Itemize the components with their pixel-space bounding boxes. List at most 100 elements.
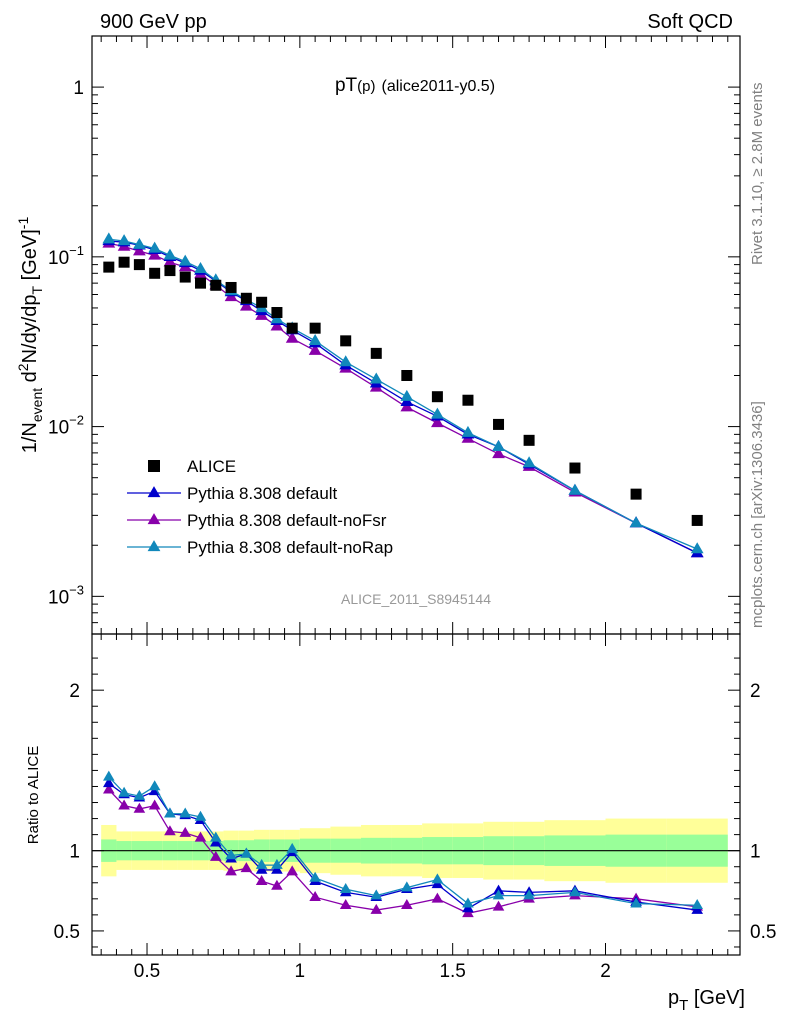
data-point bbox=[461, 425, 475, 437]
data-point bbox=[239, 299, 253, 311]
data-point bbox=[691, 514, 703, 526]
ratio-point bbox=[370, 889, 383, 900]
ratio-y-tick-label: 2 bbox=[69, 681, 80, 702]
ratio-point bbox=[462, 897, 474, 908]
data-point bbox=[630, 488, 642, 500]
xlabel: pT [GeV] bbox=[668, 987, 745, 1014]
data-point bbox=[568, 483, 582, 495]
ratio-point bbox=[401, 881, 413, 892]
ratio-point bbox=[194, 831, 207, 842]
data-point bbox=[629, 516, 643, 528]
ratio-y-tick-label-right: 1 bbox=[750, 842, 761, 863]
data-point bbox=[103, 261, 115, 273]
legend-marker-triangle bbox=[147, 513, 161, 525]
data-point bbox=[132, 244, 146, 256]
main-series-alice bbox=[103, 256, 703, 526]
ylabel-f: T bbox=[29, 285, 45, 294]
legend-label: Pythia 8.308 default bbox=[187, 484, 338, 503]
data-point bbox=[340, 335, 352, 347]
ratio-point bbox=[309, 871, 321, 882]
axis-ticks bbox=[92, 35, 740, 955]
main-title-tag: (alice2011-y0.5) bbox=[381, 78, 495, 95]
data-point bbox=[102, 232, 116, 244]
data-point bbox=[370, 347, 382, 359]
ratio-point bbox=[370, 903, 383, 914]
data-point bbox=[431, 391, 443, 403]
rivet-label: Rivet 3.1.10, ≥ 2.8M events bbox=[749, 83, 766, 266]
ratio-point bbox=[523, 889, 535, 900]
ylabel-e: N/dy/dp bbox=[19, 294, 41, 363]
y-tick-exponent: −3 bbox=[69, 582, 84, 597]
ratio-point bbox=[103, 783, 115, 794]
x-tick-label: 0.5 bbox=[134, 961, 160, 982]
ratio-y-tick-label-right: 0.5 bbox=[750, 922, 776, 943]
data-point bbox=[148, 248, 162, 260]
main-ylabel: 1/Nevent d2N/dy/dpT [GeV]-1 bbox=[15, 217, 45, 454]
ratio-point bbox=[255, 858, 268, 869]
ratio-point bbox=[240, 847, 253, 858]
legend-marker-triangle bbox=[147, 540, 161, 552]
y-tick-label: 10−1 bbox=[48, 243, 84, 269]
ratio-point bbox=[148, 780, 161, 791]
data-point bbox=[133, 259, 145, 271]
data-point bbox=[286, 322, 298, 334]
ylabel-c: d bbox=[19, 371, 41, 388]
ratio-point bbox=[103, 770, 115, 781]
data-point bbox=[163, 248, 177, 260]
ratio-point bbox=[339, 899, 352, 910]
y-tick-mantissa: 10 bbox=[48, 587, 69, 608]
ylabel-d: 2 bbox=[15, 363, 31, 371]
data-point bbox=[117, 234, 131, 246]
data-point bbox=[308, 343, 322, 355]
x-tick-label: 1 bbox=[295, 961, 306, 982]
y-tick-label: 10−2 bbox=[48, 413, 84, 439]
data-point bbox=[309, 322, 321, 334]
ratio-point bbox=[492, 889, 505, 900]
ratio-point bbox=[492, 900, 505, 911]
data-point bbox=[462, 394, 474, 406]
legend-marker-square bbox=[148, 460, 160, 472]
data-point bbox=[339, 355, 353, 367]
ratio-point bbox=[179, 807, 192, 818]
data-point bbox=[431, 407, 444, 419]
ratio-point bbox=[103, 777, 115, 788]
header-left: 900 GeV pp bbox=[100, 11, 207, 33]
data-point bbox=[194, 262, 207, 274]
data-point bbox=[690, 542, 704, 554]
data-point bbox=[492, 440, 505, 452]
ratio-point bbox=[118, 799, 130, 810]
ratio-point bbox=[286, 865, 299, 876]
data-point bbox=[132, 237, 146, 249]
data-point bbox=[308, 334, 322, 346]
ratio-point bbox=[309, 891, 321, 902]
data-point bbox=[492, 447, 505, 459]
ylabel-h: -1 bbox=[15, 217, 31, 230]
x-tick-label: 1.5 bbox=[439, 961, 465, 982]
mcplots-label: mcplots.cern.ch [arXiv:1306.3436] bbox=[749, 401, 766, 628]
data-point bbox=[522, 456, 536, 468]
ratio-point bbox=[225, 849, 237, 860]
data-point bbox=[285, 331, 299, 343]
ratio-point bbox=[209, 850, 222, 861]
ratio-point bbox=[133, 789, 146, 800]
ratio-point bbox=[630, 897, 642, 908]
y-tick-label: 10−3 bbox=[48, 582, 84, 608]
y-tick-mantissa: 10 bbox=[48, 248, 69, 269]
header-right: Soft QCD bbox=[647, 11, 733, 33]
ratio-point bbox=[271, 858, 283, 869]
ratio-point bbox=[164, 807, 176, 818]
xlabel-unit: [GeV] bbox=[688, 987, 745, 1009]
data-point bbox=[369, 372, 383, 384]
data-point bbox=[256, 296, 268, 308]
y-tick-exponent: −2 bbox=[69, 413, 84, 428]
xlabel-sub: T bbox=[679, 997, 688, 1014]
data-point bbox=[118, 256, 130, 268]
ratio-point bbox=[255, 874, 268, 885]
main-title-sub: (p) bbox=[357, 78, 375, 95]
data-point bbox=[431, 416, 444, 428]
ratio-line bbox=[108, 776, 698, 906]
main-series-3 bbox=[102, 232, 704, 554]
ratio-point bbox=[225, 865, 237, 876]
ratio-point bbox=[286, 842, 299, 853]
